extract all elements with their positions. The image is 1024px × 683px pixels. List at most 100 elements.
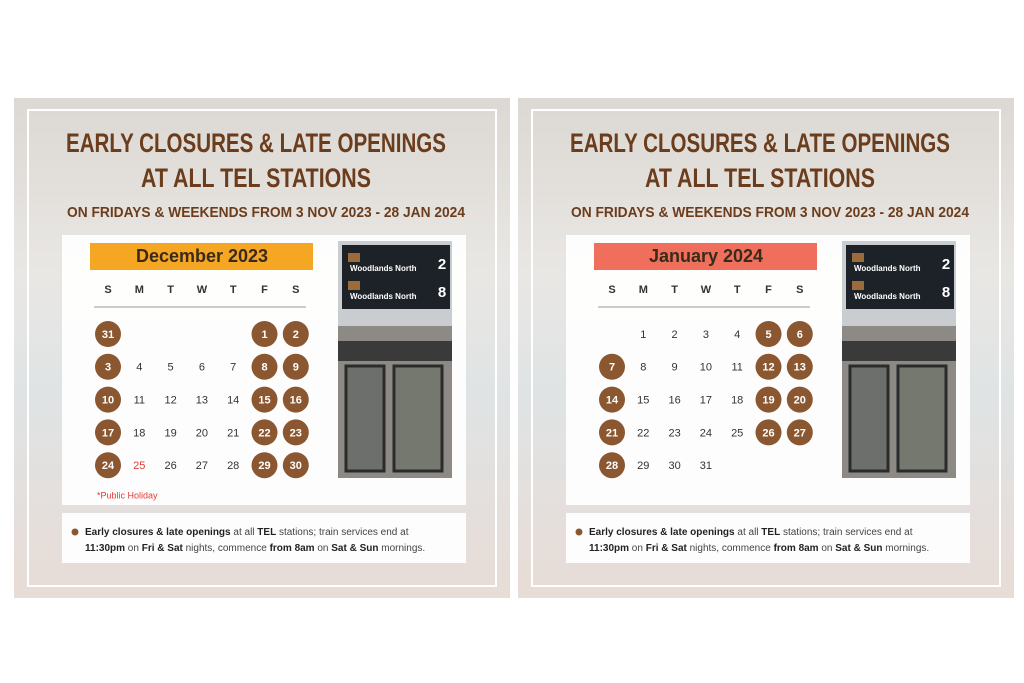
note-segment: on [315, 543, 332, 554]
note-card [62, 513, 466, 563]
calendar-day: 27 [794, 427, 806, 439]
weekday-label: T [167, 284, 174, 296]
calendar-day: 21 [227, 427, 239, 439]
line-badge [348, 281, 360, 290]
calendar-day: 18 [731, 395, 743, 407]
sign-station: Woodlands North [350, 292, 417, 301]
note-segment: Sat & Sun [835, 543, 882, 554]
calendar-day: 6 [199, 362, 205, 374]
calendar-day: 4 [734, 329, 740, 341]
day-highlight [251, 452, 278, 479]
note-segment: on [125, 543, 142, 554]
day-highlight [755, 419, 782, 446]
day-highlight [95, 452, 121, 479]
sign-number: 8 [942, 284, 950, 301]
sign-station: Woodlands North [854, 292, 921, 301]
note-segment: at all [735, 527, 762, 538]
day-highlight [599, 353, 625, 380]
calendar-day: 26 [762, 427, 774, 439]
weekday-label: F [261, 284, 268, 296]
month-title: January 2024 [649, 246, 763, 266]
calendar-day: 13 [794, 362, 806, 374]
door-left [848, 364, 890, 473]
day-highlight [282, 386, 309, 413]
sign-number: 2 [942, 256, 950, 273]
calendar-day: 17 [700, 395, 712, 407]
calendar-day: 25 [133, 460, 145, 472]
sign-station: Woodlands North [350, 264, 417, 273]
line-badge [852, 253, 864, 262]
day-highlight [755, 321, 782, 347]
calendar-day: 12 [762, 362, 774, 374]
note-text: 11:30pm on Fri & Sat nights, commence fr… [589, 543, 929, 554]
day-highlight [786, 321, 813, 347]
calendar-day: 31 [700, 460, 712, 472]
calendar-day: 19 [164, 427, 176, 439]
poster-title: AT ALL TEL STATIONS [141, 163, 371, 193]
calendar-day: 9 [293, 362, 299, 374]
calendar-day: 23 [668, 427, 680, 439]
weekday-label: T [734, 284, 741, 296]
poster-title: AT ALL TEL STATIONS [645, 163, 875, 193]
calendar-day: 11 [134, 395, 145, 407]
day-highlight [599, 419, 625, 446]
sign-number: 8 [438, 284, 446, 301]
door-right [392, 364, 444, 473]
month-header [594, 243, 817, 270]
calendar-day: 22 [258, 427, 270, 439]
footnote: *Public Holiday [97, 490, 158, 500]
note-segment: TEL [761, 527, 780, 538]
month-header [90, 243, 313, 270]
day-highlight [95, 386, 121, 413]
calendar-day: 30 [668, 460, 680, 472]
calendar-day: 27 [196, 460, 208, 472]
day-highlight [95, 419, 121, 446]
line-badge [348, 253, 360, 262]
calendar-day: 29 [258, 460, 270, 472]
note-segment: Sat & Sun [331, 543, 378, 554]
weekday-label: T [671, 284, 678, 296]
day-highlight [282, 321, 309, 347]
calendar-day: 5 [765, 329, 771, 341]
note-segment: on [819, 543, 836, 554]
weekday-label: M [135, 284, 144, 296]
calendar-day: 17 [102, 427, 114, 439]
poster-subtitle: ON FRIDAYS & WEEKENDS FROM 3 NOV 2023 - … [571, 204, 970, 221]
calendar-day: 10 [700, 362, 712, 374]
door-right [896, 364, 948, 473]
calendar-day: 15 [258, 395, 270, 407]
month-title: December 2023 [136, 246, 268, 266]
day-highlight [282, 419, 309, 446]
note-segment: Early closures & late openings [589, 527, 735, 538]
day-highlight [786, 386, 813, 413]
station-photo: Woodlands North 2 Woodlands North 8 [842, 241, 956, 478]
note-segment: on [629, 543, 646, 554]
poster-frame [27, 109, 497, 587]
calendar-day: 18 [133, 427, 145, 439]
calendar-day: 9 [672, 362, 678, 374]
calendar-day: 1 [640, 329, 646, 341]
note-segment: stations; train services end at [780, 527, 913, 538]
note-segment: nights, commence [183, 543, 270, 554]
calendar-day: 16 [290, 395, 302, 407]
calendar-day: 28 [227, 460, 239, 472]
calendar-day: 26 [164, 460, 176, 472]
weekday-label: M [639, 284, 648, 296]
weekday-label: S [104, 284, 111, 296]
note-segment: Early closures & late openings [85, 527, 231, 538]
poster-frame [531, 109, 1001, 587]
note-segment: stations; train services end at [276, 527, 409, 538]
calendar-day: 16 [668, 395, 680, 407]
calendar-day: 31 [102, 329, 114, 341]
day-highlight [786, 419, 813, 446]
calendar-day: 4 [136, 362, 142, 374]
note-segment: from 8am [270, 543, 315, 554]
weekday-label: S [292, 284, 299, 296]
day-highlight [786, 353, 813, 380]
calendar-day: 3 [703, 329, 709, 341]
note-segment: nights, commence [687, 543, 774, 554]
day-highlight [282, 452, 309, 479]
note-segment: Fri & Sat [142, 543, 184, 554]
poster-title: EARLY CLOSURES & LATE OPENINGS [570, 128, 950, 158]
